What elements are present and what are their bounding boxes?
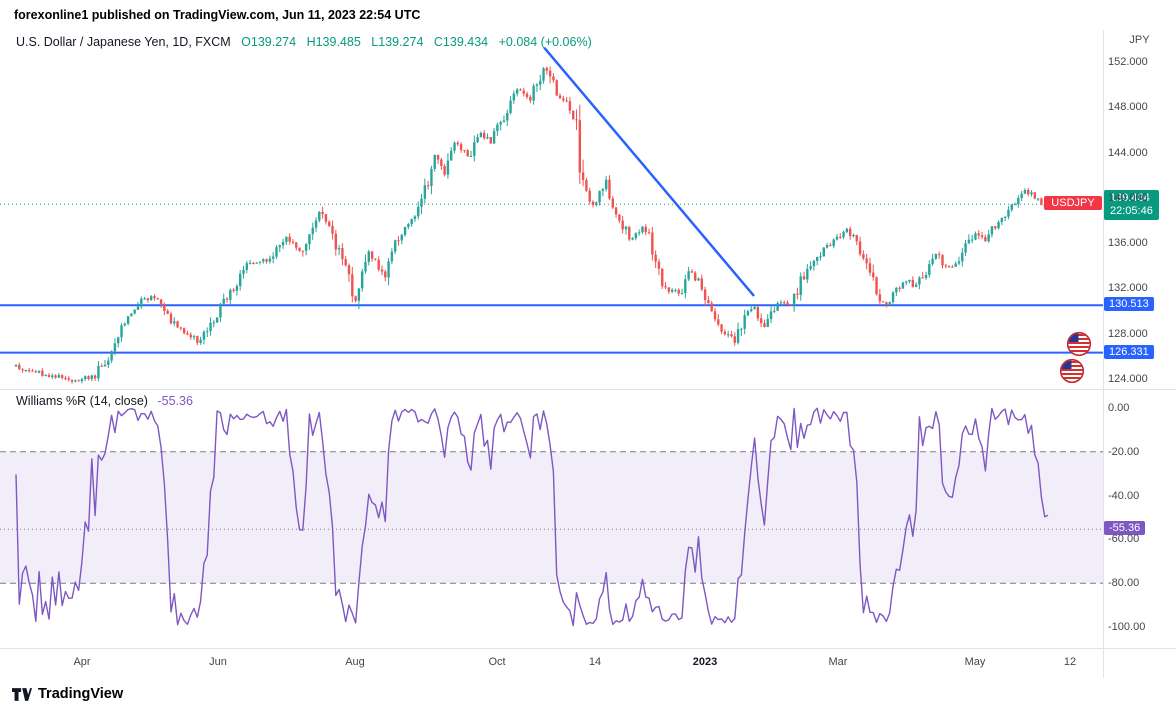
price-tick-label: 136.000 — [1108, 237, 1148, 250]
williams-r-band — [0, 451, 1103, 584]
time-axis-label: Jun — [209, 656, 227, 668]
price-pane[interactable] — [0, 30, 1103, 390]
price-tick-label: 144.000 — [1108, 146, 1148, 159]
support-level-badge: 130.513 — [1104, 297, 1154, 312]
us-flag-sticker[interactable] — [1066, 331, 1092, 357]
time-axis-label: Apr — [73, 656, 91, 668]
price-axis-separator — [1103, 30, 1104, 678]
support-level-badge: 126.331 — [1104, 344, 1154, 359]
price-tick-label: 132.000 — [1108, 282, 1148, 295]
tradingview-logo-text: TradingView — [38, 686, 124, 702]
time-axis-separator — [0, 648, 1176, 649]
time-axis-label: Mar — [828, 656, 848, 668]
us-flag-sticker[interactable] — [1059, 358, 1085, 384]
time-axis-label: May — [964, 656, 986, 668]
symbol-title[interactable]: U.S. Dollar / Japanese Yen, 1D, FXCM — [16, 35, 231, 49]
tradingview-logo-icon — [12, 687, 32, 701]
indicator-tick-label: -80.00 — [1108, 577, 1140, 590]
last-price-value: 139.434 — [1110, 192, 1150, 205]
bar-countdown: 22:05:46 — [1110, 205, 1153, 218]
williams-r-value-badge: -55.36 — [1104, 521, 1146, 536]
time-axis-label: Oct — [488, 656, 506, 668]
ohlc-close: C139.434 — [433, 35, 489, 49]
last-price-badge: 139.434 22:05:46 — [1104, 190, 1159, 221]
price-tick-label: 128.000 — [1108, 327, 1148, 340]
ohlc-high: H139.485 — [306, 35, 361, 49]
candlestick-series[interactable] — [14, 66, 1050, 384]
time-axis-label: 2023 — [692, 656, 718, 668]
ohlc-low: L139.274 — [371, 35, 424, 49]
indicator-tick-label: -40.00 — [1108, 489, 1140, 502]
williams-r-pane[interactable] — [0, 390, 1103, 648]
tradingview-logo[interactable]: TradingView — [12, 686, 123, 702]
price-tick-label: 148.000 — [1108, 101, 1148, 114]
price-tick-label: 152.000 — [1108, 56, 1148, 68]
indicator-tick-label: -60.00 — [1108, 533, 1140, 546]
price-tick-label: 140.000 — [1108, 191, 1148, 204]
williams-r-line[interactable] — [15, 407, 1049, 627]
pane-separator[interactable] — [0, 389, 1176, 390]
indicator-tick-label: -100.00 — [1108, 621, 1146, 633]
price-tick-label: 124.000 — [1108, 372, 1148, 385]
symbol-price-chip: USDJPY — [1044, 196, 1102, 211]
change-value: +0.084 (+0.06%) — [498, 35, 592, 49]
indicator-tick-label: 0.00 — [1108, 402, 1130, 414]
time-axis-label: 14 — [588, 656, 602, 668]
symbol-legend[interactable]: U.S. Dollar / Japanese Yen, 1D, FXCM O13… — [16, 35, 592, 49]
downtrend-line[interactable] — [543, 47, 755, 297]
indicator-legend[interactable]: Williams %R (14, close) -55.36 — [16, 394, 193, 408]
indicator-tick-label: -20.00 — [1108, 445, 1140, 458]
time-axis-label: Aug — [345, 656, 365, 668]
time-axis-label: 12 — [1063, 656, 1077, 668]
indicator-title[interactable]: Williams %R (14, close) — [16, 394, 148, 408]
axis-currency-label: JPY — [1129, 34, 1150, 46]
ohlc-open: O139.274 — [241, 35, 297, 49]
indicator-value: -55.36 — [157, 394, 193, 408]
publish-bar: forexonline1 published on TradingView.co… — [14, 8, 421, 22]
